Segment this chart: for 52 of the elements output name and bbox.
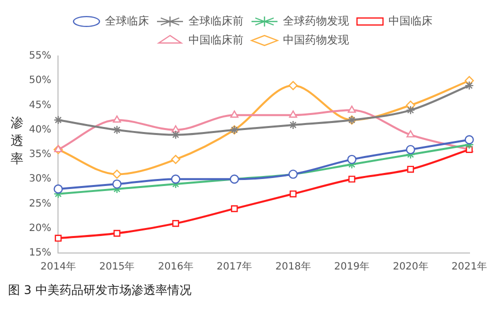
- point: [406, 106, 416, 115]
- legend-label: 全球临床: [105, 14, 149, 28]
- point: [112, 115, 122, 123]
- point: [464, 135, 474, 144]
- point: [288, 80, 298, 90]
- point: [54, 115, 63, 125]
- point: [171, 154, 180, 164]
- y-tick-label: 50%: [28, 75, 52, 86]
- x-tick-label: 2021年: [452, 260, 487, 273]
- legend-label: 全球药物发现: [283, 14, 349, 28]
- x-tick-label: 2014年: [40, 260, 76, 273]
- y-tick-label: 15%: [28, 248, 52, 259]
- legend-label: 中国药物发现: [283, 33, 349, 46]
- x-tick-label: 2020年: [392, 260, 428, 273]
- legend-label: 中国临床: [388, 14, 432, 28]
- y-tick-label: 20%: [28, 222, 52, 234]
- y-tick-label: 55%: [28, 50, 52, 62]
- point: [288, 120, 298, 130]
- point: [54, 234, 62, 242]
- point: [114, 230, 120, 237]
- x-tick-label: 2018年: [275, 260, 311, 273]
- point: [112, 179, 122, 189]
- caption: 图 3 中美药品研发市场渗透率情况: [8, 282, 192, 299]
- point: [112, 170, 122, 179]
- x-tick-label: 2016年: [158, 260, 194, 273]
- y-axis-title: 渗透率: [10, 115, 24, 169]
- point: [406, 144, 416, 154]
- legend-label: 中国临床前: [188, 33, 244, 46]
- point: [230, 205, 238, 212]
- point: [171, 174, 180, 184]
- point: [407, 166, 414, 173]
- legend-label: 全球临床前: [188, 14, 244, 28]
- y-tick-label: 35%: [28, 149, 52, 160]
- point: [348, 176, 356, 183]
- x-tick-label: 2019年: [334, 260, 370, 273]
- point: [406, 130, 415, 138]
- y-tick-label: 25%: [28, 198, 52, 210]
- point: [290, 190, 297, 198]
- y-tick-label: 40%: [28, 124, 52, 136]
- point: [54, 184, 63, 194]
- point: [172, 125, 180, 132]
- point: [348, 106, 356, 113]
- x-tick-label: 2017年: [216, 260, 252, 273]
- y-tick-label: 45%: [28, 100, 52, 111]
- point: [172, 220, 180, 227]
- y-tick-label: 30%: [28, 174, 52, 185]
- point: [230, 110, 238, 118]
- x-tick-label: 2015年: [99, 260, 135, 273]
- point: [289, 110, 298, 118]
- point: [347, 154, 356, 164]
- point: [112, 125, 122, 134]
- point: [464, 80, 474, 90]
